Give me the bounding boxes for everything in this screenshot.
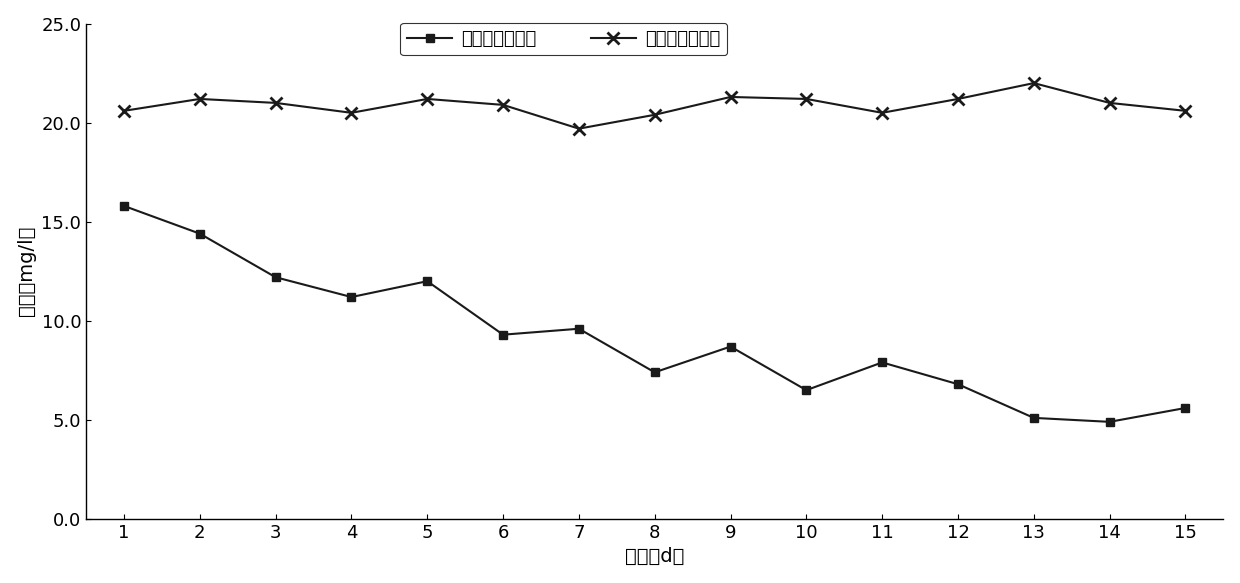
进水硒酸盐浓度 bbox=[268, 100, 283, 107]
进水硒酸盐浓度 bbox=[647, 111, 662, 118]
出水硒酸盐浓度 bbox=[572, 325, 587, 332]
出水硒酸盐浓度 bbox=[723, 343, 738, 350]
出水硒酸盐浓度 bbox=[117, 202, 131, 209]
出水硒酸盐浓度 bbox=[799, 387, 813, 394]
Line: 进水硒酸盐浓度: 进水硒酸盐浓度 bbox=[119, 78, 1190, 134]
出水硒酸盐浓度 bbox=[496, 331, 511, 338]
出水硒酸盐浓度 bbox=[1178, 405, 1193, 412]
进水硒酸盐浓度 bbox=[1102, 100, 1117, 107]
进水硒酸盐浓度 bbox=[420, 96, 435, 103]
Line: 出水硒酸盐浓度: 出水硒酸盐浓度 bbox=[120, 202, 1189, 426]
出水硒酸盐浓度 bbox=[647, 369, 662, 376]
进水硒酸盐浓度 bbox=[951, 96, 966, 103]
出水硒酸盐浓度 bbox=[420, 278, 435, 285]
Y-axis label: 浓度（mg/l）: 浓度（mg/l） bbox=[16, 226, 36, 317]
进水硒酸盐浓度 bbox=[343, 110, 358, 117]
出水硒酸盐浓度 bbox=[1102, 419, 1117, 426]
出水硒酸盐浓度 bbox=[874, 359, 889, 366]
出水硒酸盐浓度 bbox=[1027, 415, 1042, 422]
进水硒酸盐浓度 bbox=[1178, 107, 1193, 114]
进水硒酸盐浓度 bbox=[1027, 80, 1042, 87]
出水硒酸盐浓度 bbox=[343, 294, 358, 301]
Legend: 出水硒酸盐浓度, 进水硒酸盐浓度: 出水硒酸盐浓度, 进水硒酸盐浓度 bbox=[401, 23, 728, 55]
进水硒酸盐浓度 bbox=[117, 107, 131, 114]
进水硒酸盐浓度 bbox=[799, 96, 813, 103]
进水硒酸盐浓度 bbox=[496, 101, 511, 108]
出水硒酸盐浓度 bbox=[268, 274, 283, 281]
进水硒酸盐浓度 bbox=[192, 96, 207, 103]
X-axis label: 时间（d）: 时间（d） bbox=[625, 547, 684, 566]
出水硒酸盐浓度 bbox=[951, 381, 966, 388]
进水硒酸盐浓度 bbox=[572, 125, 587, 132]
进水硒酸盐浓度 bbox=[874, 110, 889, 117]
出水硒酸盐浓度 bbox=[192, 230, 207, 237]
进水硒酸盐浓度 bbox=[723, 93, 738, 100]
